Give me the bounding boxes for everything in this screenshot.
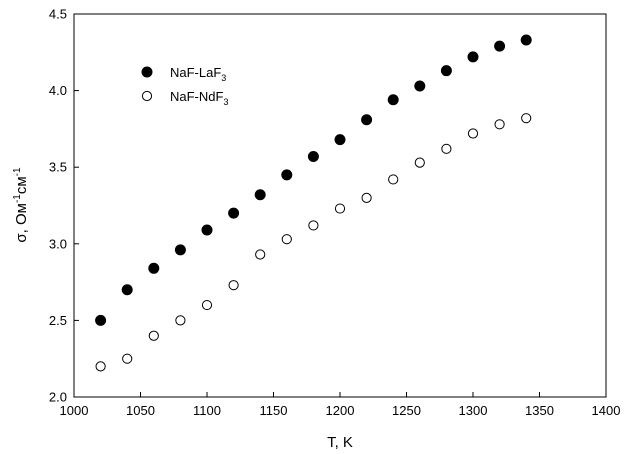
data-point-naf-laf3 bbox=[121, 284, 133, 296]
data-point-naf-laf3 bbox=[467, 51, 479, 63]
legend-marker bbox=[141, 90, 153, 102]
data-point-naf-ndf3 bbox=[521, 113, 532, 124]
y-axis-title-exp2: -1 bbox=[12, 167, 23, 176]
x-tick-label: 1400 bbox=[592, 403, 621, 418]
data-point-naf-ndf3 bbox=[494, 119, 505, 130]
data-point-naf-laf3 bbox=[148, 262, 160, 274]
legend-label-name: NaF-NdF bbox=[170, 89, 224, 104]
data-point-naf-ndf3 bbox=[414, 157, 425, 168]
axis-ticks: 1000 1050 1100 1150 1200 1250 1300 1350 1400 2.0 2… bbox=[49, 7, 621, 419]
x-tick-label: 1350 bbox=[525, 403, 554, 418]
x-tick-label: 1050 bbox=[126, 403, 155, 418]
y-axis-title: σ, Ом-1см-1 bbox=[12, 167, 30, 243]
y-tick-label: 3.0 bbox=[49, 236, 67, 251]
data-point-naf-ndf3 bbox=[255, 249, 266, 260]
x-tick-label: 1100 bbox=[193, 403, 221, 418]
data-point-naf-ndf3 bbox=[228, 280, 239, 291]
x-axis-title: T, K bbox=[327, 434, 353, 451]
data-point-naf-laf3 bbox=[387, 94, 399, 106]
legend-label-name: NaF-LaF bbox=[170, 65, 221, 80]
x-tick-label: 1250 bbox=[392, 403, 421, 418]
legend-label-subscript: 3 bbox=[223, 97, 228, 107]
data-point-naf-laf3 bbox=[520, 34, 532, 46]
data-point-naf-ndf3 bbox=[148, 330, 159, 341]
data-point-naf-ndf3 bbox=[201, 299, 213, 311]
data-point-naf-laf3 bbox=[95, 314, 107, 326]
data-point-naf-ndf3 bbox=[122, 353, 133, 364]
x-tick-label: 1150 bbox=[260, 403, 288, 418]
legend-marker bbox=[141, 66, 153, 78]
y-tick-label: 2.0 bbox=[49, 390, 67, 405]
data-point-naf-laf3 bbox=[281, 169, 293, 181]
data-point-naf-ndf3 bbox=[441, 143, 452, 154]
data-point-naf-laf3 bbox=[334, 134, 346, 146]
data-point-naf-laf3 bbox=[174, 244, 186, 256]
data-point-naf-ndf3 bbox=[334, 203, 346, 214]
y-axis-title-mid: см bbox=[13, 176, 30, 194]
data-point-naf-laf3 bbox=[494, 40, 506, 52]
x-tick-label: 1200 bbox=[326, 403, 355, 418]
data-point-naf-ndf3 bbox=[361, 192, 372, 203]
data-points bbox=[95, 34, 532, 372]
data-point-naf-laf3 bbox=[254, 189, 266, 201]
data-point-naf-ndf3 bbox=[281, 234, 292, 245]
legend-label-subscript: 3 bbox=[221, 73, 226, 83]
legend-label: NaF-LaF3 bbox=[170, 65, 226, 83]
data-point-naf-laf3 bbox=[414, 80, 426, 92]
data-point-naf-ndf3 bbox=[388, 174, 399, 185]
data-point-naf-ndf3 bbox=[467, 128, 479, 139]
data-point-naf-ndf3 bbox=[175, 315, 186, 326]
y-axis-title-base: σ, Ом bbox=[13, 203, 30, 243]
data-point-naf-laf3 bbox=[361, 114, 373, 126]
x-tick-label: 1300 bbox=[459, 403, 488, 418]
data-point-naf-ndf3 bbox=[308, 220, 319, 231]
data-point-naf-laf3 bbox=[201, 224, 213, 236]
y-axis-title-exp1: -1 bbox=[12, 194, 23, 203]
data-point-naf-laf3 bbox=[228, 207, 240, 219]
y-tick-label: 2.5 bbox=[49, 313, 67, 328]
legend-label: NaF-NdF3 bbox=[170, 89, 228, 107]
y-tick-label: 4.0 bbox=[49, 83, 67, 98]
y-tick-label: 3.5 bbox=[49, 160, 67, 175]
data-point-naf-laf3 bbox=[440, 65, 452, 77]
x-tick-label: 1000 bbox=[60, 403, 89, 418]
data-point-naf-ndf3 bbox=[95, 361, 106, 372]
y-tick-label: 4.5 bbox=[49, 7, 67, 22]
data-point-naf-laf3 bbox=[307, 150, 319, 162]
